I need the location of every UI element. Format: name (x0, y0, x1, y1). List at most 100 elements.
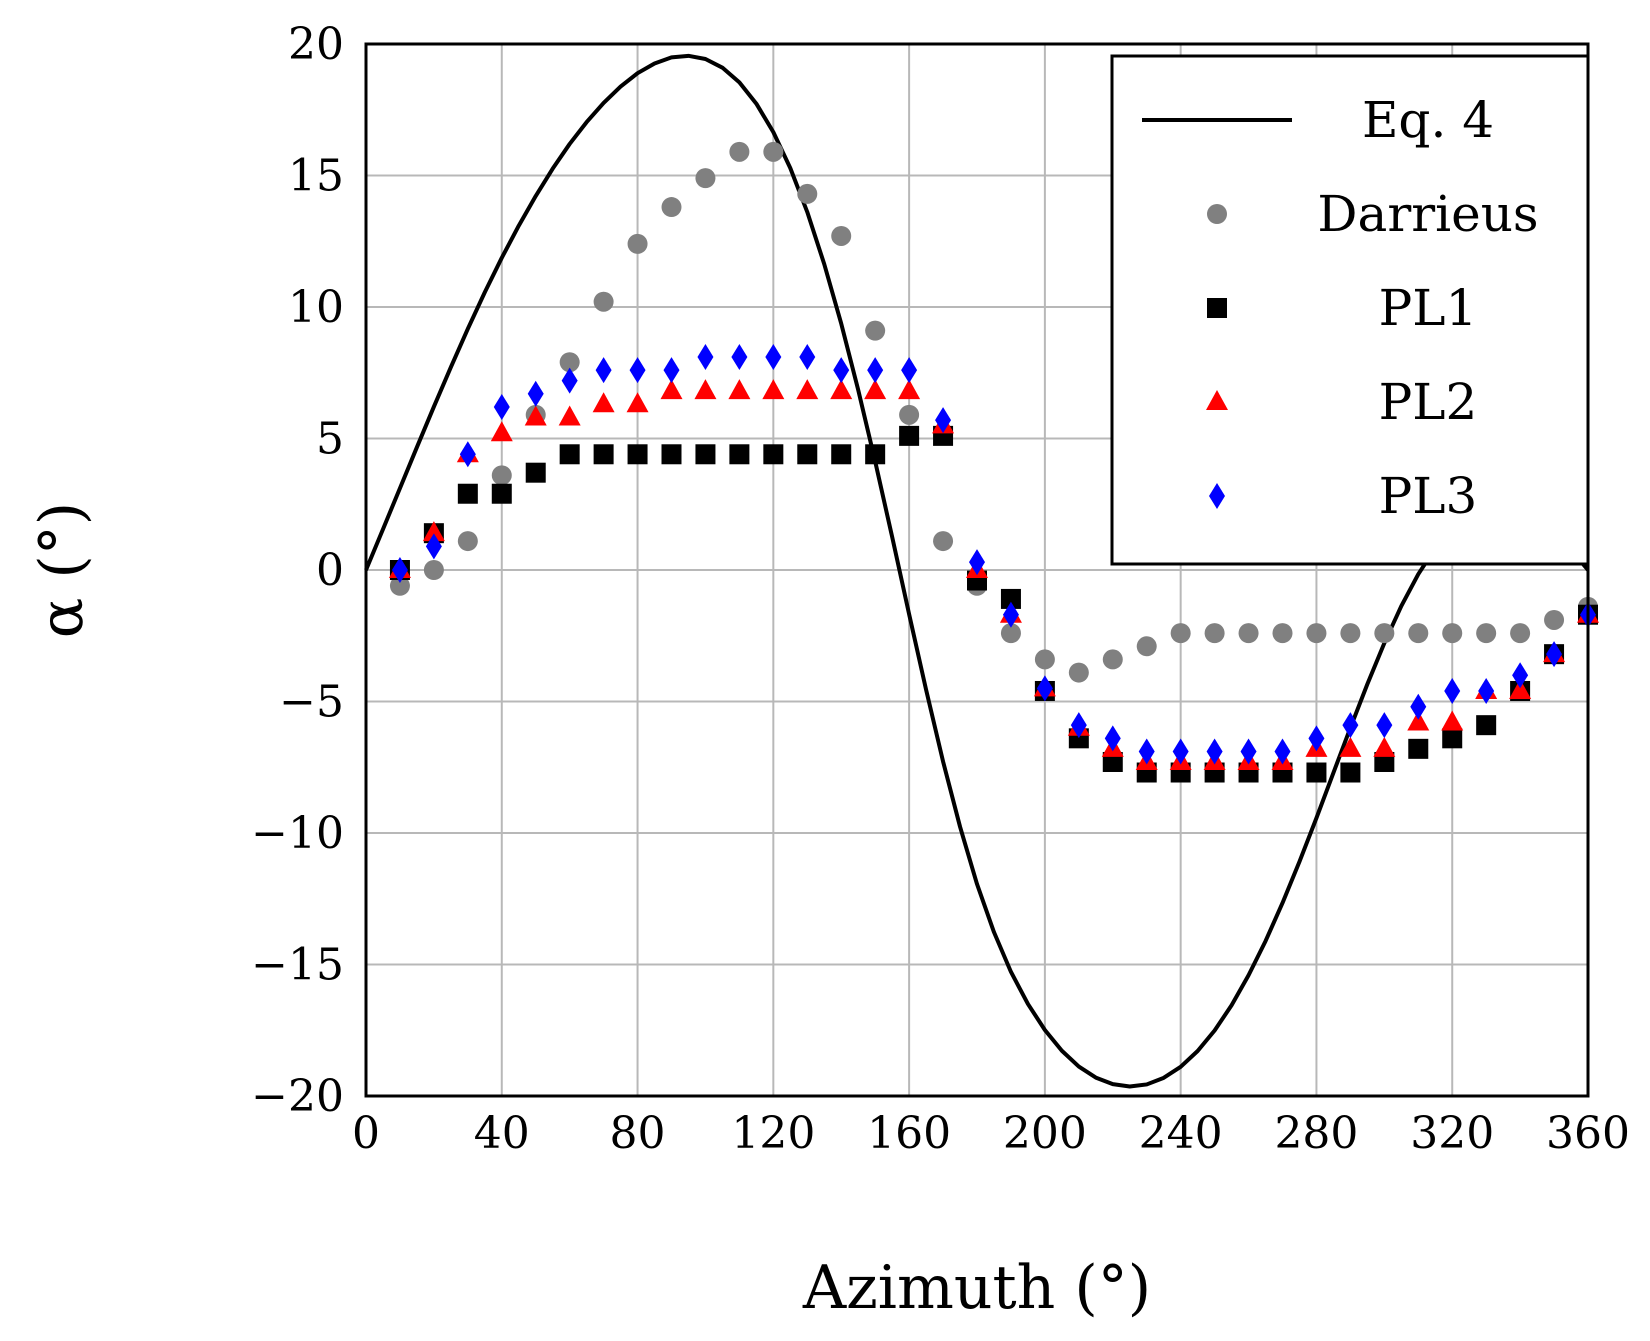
data-point-pl3 (1546, 641, 1563, 668)
data-point-darrieus (695, 168, 716, 189)
legend-label: PL1 (1379, 279, 1478, 337)
data-point-pl3 (1308, 725, 1325, 752)
x-tick-label: 360 (1546, 1108, 1630, 1159)
data-point-pl3 (1070, 712, 1087, 739)
x-tick-label: 0 (352, 1108, 380, 1159)
data-point-pl3 (799, 343, 816, 370)
data-point-darrieus (865, 320, 886, 341)
data-point-darrieus (1340, 623, 1361, 644)
data-point-pl1 (559, 444, 580, 465)
data-point-pl3 (1444, 677, 1461, 704)
data-point-pl1 (729, 444, 750, 465)
data-point-darrieus (899, 404, 920, 425)
data-point-darrieus (1238, 623, 1259, 644)
data-point-pl1 (1340, 762, 1361, 783)
legend-item-pl1: PL1 (1207, 279, 1477, 337)
data-point-pl3 (425, 533, 442, 560)
data-point-darrieus (1510, 623, 1531, 644)
data-point-darrieus (457, 531, 478, 552)
series-pl3 (391, 343, 1596, 765)
data-point-darrieus (1102, 649, 1123, 670)
legend-label: PL2 (1379, 373, 1478, 431)
data-point-pl1 (797, 444, 818, 465)
y-tick-label: 15 (288, 151, 344, 202)
data-point-pl2 (694, 379, 717, 400)
data-point-darrieus (1306, 623, 1327, 644)
y-tick-label: −10 (251, 808, 344, 859)
data-point-pl2 (490, 421, 513, 442)
data-point-pl2 (1407, 710, 1430, 731)
y-tick-label: 20 (288, 19, 344, 70)
data-point-pl1 (831, 444, 852, 465)
data-point-darrieus (593, 291, 614, 312)
data-point-pl3 (1274, 738, 1291, 765)
data-point-darrieus (559, 352, 580, 373)
legend-label: Darrieus (1317, 185, 1538, 243)
data-point-pl1 (1000, 588, 1021, 609)
data-point-darrieus (627, 233, 648, 254)
data-point-pl1 (457, 483, 478, 504)
data-point-pl1 (865, 444, 886, 465)
data-point-darrieus (1136, 636, 1157, 657)
data-point-pl3 (1342, 712, 1359, 739)
tick-labels: 0 40 80 120 160 200 240 280 320 360 −20 −15 −10 −5 0 5 1… (251, 19, 1630, 1159)
legend-item-darrieus: Darrieus (1207, 185, 1539, 243)
data-point-pl3 (629, 357, 646, 384)
data-point-pl3 (969, 549, 985, 576)
data-point-darrieus (1374, 623, 1395, 644)
data-point-pl3 (697, 343, 714, 370)
data-point-pl3 (595, 357, 612, 384)
data-point-pl3 (1036, 675, 1053, 702)
data-point-pl3 (391, 557, 408, 583)
x-tick-label: 80 (610, 1108, 666, 1159)
data-point-pl2 (422, 521, 445, 542)
x-tick-label: 200 (1003, 1108, 1087, 1159)
legend-item-eq-4: Eq. 4 (1142, 91, 1494, 149)
legend-marker-pl1 (1207, 298, 1227, 318)
x-tick-label: 320 (1410, 1108, 1494, 1159)
data-point-pl1 (627, 444, 648, 465)
data-point-pl2 (626, 392, 649, 413)
data-point-pl2 (728, 379, 751, 400)
data-point-pl3 (1376, 712, 1393, 739)
data-point-pl2 (762, 379, 785, 400)
data-point-pl3 (1478, 677, 1495, 704)
x-tick-label: 240 (1139, 1108, 1223, 1159)
y-tick-label: 5 (316, 414, 344, 465)
data-point-darrieus (1408, 623, 1429, 644)
series-darrieus (389, 141, 1598, 683)
data-point-pl2 (558, 405, 581, 426)
data-point-pl2 (592, 392, 615, 413)
data-point-darrieus (1442, 623, 1463, 644)
data-point-pl1 (763, 444, 784, 465)
data-point-pl3 (1240, 738, 1257, 765)
data-point-darrieus (1170, 623, 1191, 644)
legend: Eq. 4 Darrieus PL1 PL2 PL3 (1110, 54, 1590, 566)
y-tick-label: −5 (279, 677, 344, 728)
data-point-darrieus (1544, 609, 1565, 630)
data-point-pl3 (663, 357, 680, 384)
x-axis-label: Azimuth (°) (802, 1253, 1151, 1323)
data-point-darrieus (491, 465, 512, 486)
data-point-darrieus (1272, 623, 1293, 644)
data-point-pl3 (527, 380, 544, 407)
data-point-pl3 (765, 343, 782, 370)
data-point-darrieus (423, 560, 444, 580)
data-point-pl2 (830, 379, 853, 400)
x-tick-label: 160 (867, 1108, 951, 1159)
y-tick-label: −20 (251, 1071, 344, 1122)
legend-marker-darrieus (1207, 204, 1227, 224)
data-point-pl1 (695, 444, 716, 465)
legend-marker-pl3 (1209, 483, 1225, 509)
data-point-pl3 (1206, 738, 1223, 765)
legend-box (1110, 54, 1590, 566)
y-tick-label: 0 (316, 545, 344, 596)
data-point-pl3 (935, 407, 952, 434)
data-point-pl2 (1441, 710, 1464, 731)
data-point-pl2 (796, 379, 819, 400)
data-point-pl1 (1306, 762, 1327, 783)
data-point-darrieus (933, 531, 954, 552)
data-point-pl2 (1339, 736, 1362, 757)
data-point-pl3 (901, 357, 918, 384)
legend-item-pl2: PL2 (1206, 373, 1477, 431)
